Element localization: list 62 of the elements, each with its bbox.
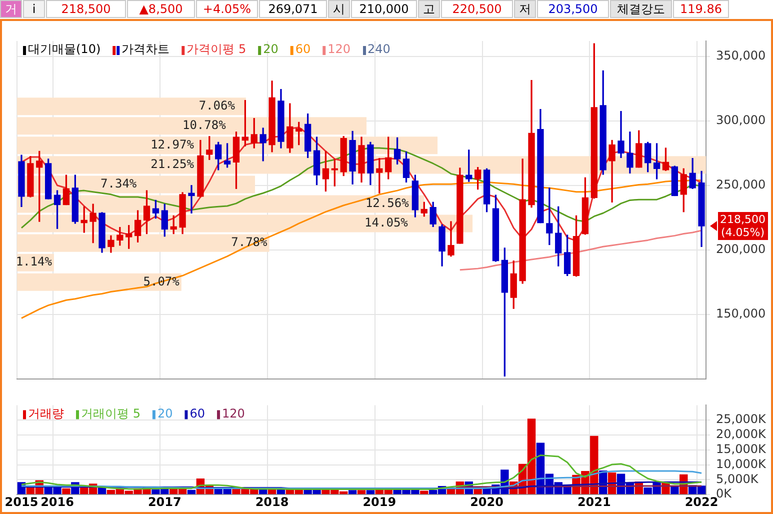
y-tick-label: 150,000 (716, 306, 766, 320)
legend-label: 거래량 (28, 406, 64, 420)
text: 고 (418, 0, 440, 18)
legend-label: 60 (295, 42, 311, 56)
y-tick-label: 25,000K (716, 412, 767, 426)
band-label: 10.78% (182, 118, 227, 132)
bar (357, 490, 366, 494)
bar (348, 490, 357, 494)
legend-label: 가격이평 5 (186, 42, 246, 56)
text: 체결강도 (610, 0, 672, 18)
text: i (23, 0, 45, 18)
bar (62, 488, 70, 494)
text: +4.05% (196, 0, 258, 18)
bar (670, 486, 679, 494)
y-tick-label: 200,000 (716, 242, 766, 256)
legend-label: 거래이평 5 (81, 406, 140, 420)
text: 203,500 (537, 0, 609, 18)
x-tick-label: 2017 (148, 494, 182, 509)
text: 거 (0, 0, 22, 18)
bar (420, 490, 428, 494)
legend-label: 120 (328, 42, 351, 56)
band-label: 14.05% (364, 216, 409, 230)
x-tick-label: 2020 (470, 494, 504, 509)
y-tick-label: 5,000K (716, 472, 760, 486)
x-tick-label: 2019 (362, 494, 396, 509)
text: 119.86 (673, 0, 729, 18)
text: 220,500 (441, 0, 513, 18)
y-tick-label: 350,000 (716, 48, 766, 63)
text: 269,071 (259, 0, 327, 18)
y-tick-label: 10,000K (716, 456, 767, 471)
x-tick-label: 2022 (684, 494, 718, 509)
legend-label: 20 (157, 406, 173, 420)
legend-label: 가격차트 (122, 42, 170, 56)
legend-title: 대기매물(10) (28, 42, 101, 56)
bar (187, 490, 196, 494)
legend-label: 120 (222, 406, 245, 420)
text: ▲8,500 (127, 0, 195, 18)
x-tick-label: 2015 (4, 494, 38, 509)
band-label: 1.14% (16, 254, 53, 269)
text: 218,500 (720, 213, 766, 226)
legend-label: 60 (190, 406, 205, 420)
x-tick-label: 2016 (40, 494, 74, 509)
bar (366, 490, 375, 494)
text: 218,500 (61, 2, 111, 16)
band-label: 12.97% (150, 138, 195, 152)
text: 시 (328, 0, 350, 18)
y-tick-label: 20,000K (716, 427, 767, 442)
legend-label: 240 (368, 42, 390, 56)
band-label: 7.34% (100, 176, 138, 191)
text: 저 (514, 0, 536, 18)
text: (4.05%) (720, 226, 765, 240)
x-tick-label: 2018 (255, 494, 289, 509)
x-tick-label: 2021 (577, 494, 611, 509)
y-tick-label: 15,000K (716, 442, 767, 456)
band-label: 21.25% (150, 157, 195, 172)
text: 210,000 (351, 0, 417, 18)
band-label: 7.06% (198, 98, 236, 112)
legend-label: 20 (263, 42, 278, 56)
y-tick-label: 250,000 (716, 178, 766, 192)
band-label: 12.56% (365, 196, 410, 210)
y-tick-label: 0K (716, 486, 733, 501)
y-tick-label: 300,000 (716, 113, 766, 128)
